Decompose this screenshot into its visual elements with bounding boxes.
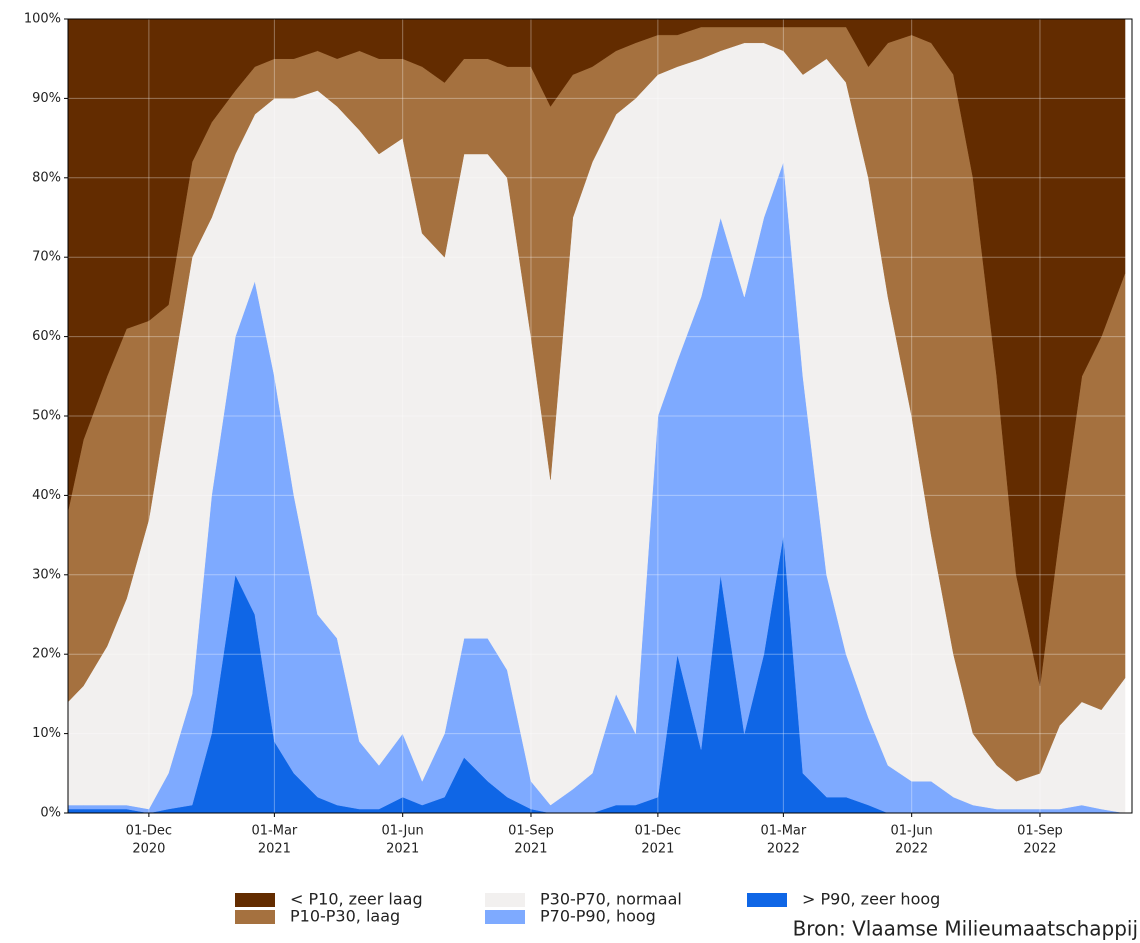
x-tick-label: 01-Mar bbox=[760, 824, 806, 839]
legend-swatch bbox=[485, 893, 525, 907]
x-tick-label: 2021 bbox=[258, 842, 291, 857]
legend-swatch bbox=[747, 893, 787, 907]
x-tick-label: 01-Sep bbox=[508, 824, 554, 839]
x-tick-label: 2021 bbox=[386, 842, 419, 857]
plot-frame bbox=[67, 18, 1133, 814]
x-tick-label: 01-Dec bbox=[635, 824, 681, 839]
legend-label: P70-P90, hoog bbox=[540, 907, 656, 926]
y-tick-label: 80% bbox=[32, 170, 61, 185]
legend-label: < P10, zeer laag bbox=[290, 890, 423, 909]
x-tick-label: 01-Mar bbox=[252, 824, 298, 839]
y-tick-label: 30% bbox=[32, 567, 61, 582]
y-tick-label: 20% bbox=[32, 647, 61, 662]
x-tick-label: 2022 bbox=[767, 842, 800, 857]
y-tick-label: 60% bbox=[32, 329, 61, 344]
y-tick-label: 40% bbox=[32, 488, 61, 503]
x-tick-label: 01-Dec bbox=[126, 824, 172, 839]
y-tick-label: 10% bbox=[32, 726, 61, 741]
legend-label: P30-P70, normaal bbox=[540, 890, 682, 909]
y-tick-label: 100% bbox=[24, 12, 61, 27]
y-tick-label: 70% bbox=[32, 250, 61, 265]
x-tick-label: 2020 bbox=[132, 842, 165, 857]
source: Bron: Vlaamse Milieumaatschappij bbox=[793, 917, 1138, 941]
x-tick-label: 2021 bbox=[641, 842, 674, 857]
y-tick-label: 0% bbox=[40, 806, 61, 821]
y-tick-label: 50% bbox=[32, 409, 61, 424]
x-tick-label: 01-Jun bbox=[891, 824, 933, 839]
legend-label: > P90, zeer hoog bbox=[802, 890, 940, 909]
legend-swatch bbox=[235, 910, 275, 924]
legend-swatch bbox=[485, 910, 525, 924]
x-tick-label: 2022 bbox=[895, 842, 928, 857]
x-tick-label: 2022 bbox=[1023, 842, 1056, 857]
x-tick-label: 01-Jun bbox=[382, 824, 424, 839]
legend-label: P10-P30, laag bbox=[290, 907, 400, 926]
x-tick-label: 01-Sep bbox=[1017, 824, 1063, 839]
legend-swatch bbox=[235, 893, 275, 907]
x-tick-label: 2021 bbox=[514, 842, 547, 857]
y-tick-label: 90% bbox=[32, 91, 61, 106]
